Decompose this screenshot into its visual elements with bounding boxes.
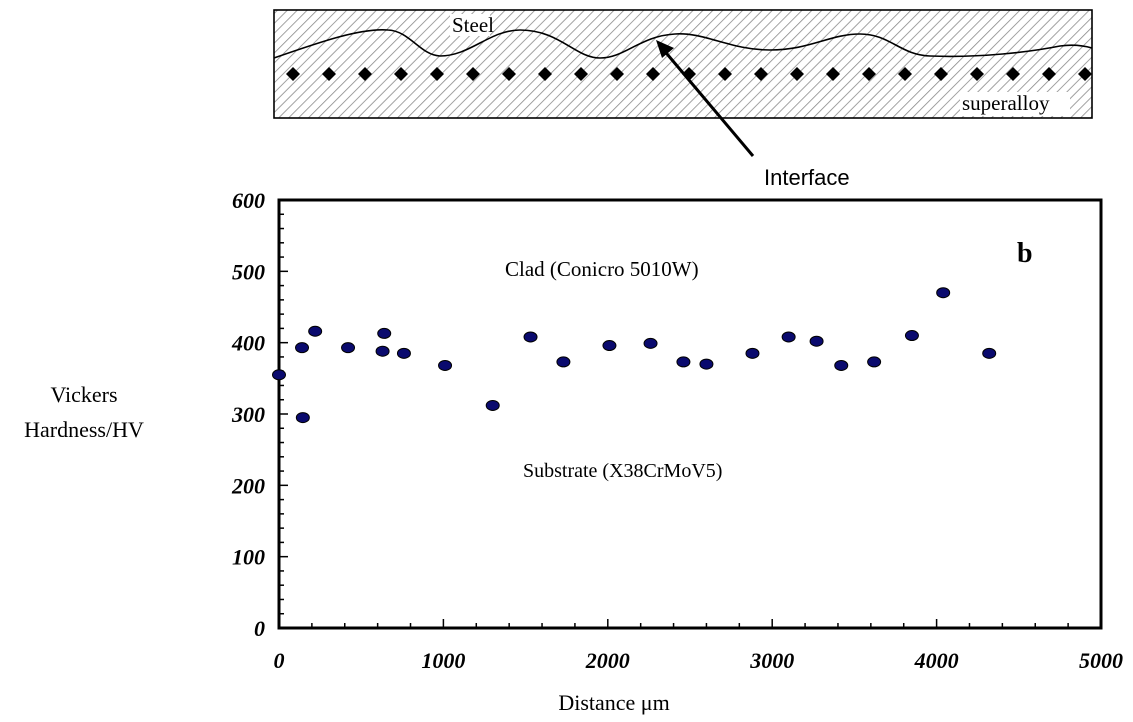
interface-arrow-head	[656, 40, 674, 58]
y-tick-label: 300	[231, 402, 265, 427]
data-point	[295, 412, 310, 424]
x-tick-label: 4000	[914, 648, 959, 673]
indent-marker	[754, 67, 768, 81]
data-point	[936, 287, 951, 299]
schematic-frame	[273, 9, 1093, 119]
y-tick-label: 500	[232, 259, 265, 284]
data-point	[643, 337, 658, 349]
indentation-markers	[286, 67, 1092, 81]
indent-marker	[574, 67, 588, 81]
y-tick-label: 600	[232, 188, 265, 213]
indent-marker	[286, 67, 300, 81]
indent-marker	[826, 67, 840, 81]
data-point	[438, 359, 453, 371]
y-tick-labels: 0 100 200 300 400 500 600	[231, 188, 265, 641]
data-point	[485, 399, 500, 411]
x-tick-label: 0	[274, 648, 285, 673]
data-point	[375, 345, 390, 357]
data-point	[809, 335, 824, 347]
data-point	[676, 356, 691, 368]
data-point	[308, 325, 323, 337]
x-tick-label: 5000	[1079, 648, 1123, 673]
superalloy-label-bg	[960, 92, 1070, 116]
x-tick-label: 1000	[421, 648, 465, 673]
substrate-annotation: Substrate (X38CrMoV5)	[523, 460, 722, 482]
data-point	[396, 347, 411, 359]
indent-marker	[934, 67, 948, 81]
indent-marker	[790, 67, 804, 81]
indent-marker	[466, 67, 480, 81]
panel-label: b	[1017, 238, 1033, 269]
x-tick-labels: 0 1000 2000 3000 4000 5000	[274, 648, 1124, 673]
indent-marker	[646, 67, 660, 81]
interface-label: Interface	[764, 165, 850, 190]
steel-label: Steel	[452, 13, 494, 37]
data-point	[781, 331, 796, 343]
y-tick-label: 400	[231, 331, 265, 356]
axis-ticks	[278, 199, 1102, 629]
y-axis-title-line1: Vickers	[50, 382, 117, 407]
indent-marker	[1006, 67, 1020, 81]
indent-marker	[1078, 67, 1092, 81]
x-axis-title: Distance μm	[558, 690, 669, 715]
data-point	[699, 358, 714, 370]
cross-section-schematic: Steel superalloy Interface	[273, 9, 1093, 190]
steel-label-bg	[450, 14, 490, 36]
hardness-chart: 0 100 200 300 400 500 600 0 1000 2000 3000 4000 500…	[24, 188, 1123, 715]
y-tick-label: 100	[232, 545, 265, 570]
indent-marker	[610, 67, 624, 81]
indent-marker	[502, 67, 516, 81]
indent-marker	[394, 67, 408, 81]
indent-marker	[718, 67, 732, 81]
x-tick-label: 3000	[749, 648, 794, 673]
clad-annotation: Clad (Conicro 5010W)	[505, 257, 699, 281]
plot-area-frame	[277, 198, 1103, 630]
y-tick-label: 0	[254, 616, 265, 641]
data-point	[904, 330, 919, 342]
y-tick-label: 200	[231, 473, 265, 498]
data-point	[341, 342, 356, 354]
data-point	[556, 356, 571, 368]
data-point	[834, 359, 849, 371]
data-points	[272, 287, 997, 424]
data-point	[745, 347, 760, 359]
indent-marker	[322, 67, 336, 81]
data-point	[982, 347, 997, 359]
indent-marker	[862, 67, 876, 81]
indent-marker	[1042, 67, 1056, 81]
data-point	[272, 369, 286, 381]
interface-curve	[273, 29, 1093, 59]
indent-marker	[430, 67, 444, 81]
indent-marker	[358, 67, 372, 81]
data-point	[602, 340, 617, 352]
schematic-frame-fill	[274, 10, 1092, 118]
y-axis-title-line2: Hardness/HV	[24, 417, 144, 442]
data-point	[377, 327, 392, 339]
x-tick-label: 2000	[585, 648, 630, 673]
data-point	[295, 342, 310, 354]
indent-marker	[898, 67, 912, 81]
indent-marker	[538, 67, 552, 81]
superalloy-label: superalloy	[962, 91, 1050, 115]
indent-marker	[970, 67, 984, 81]
data-point	[523, 331, 538, 343]
interface-arrow-shaft	[660, 47, 755, 157]
data-point	[867, 356, 882, 368]
